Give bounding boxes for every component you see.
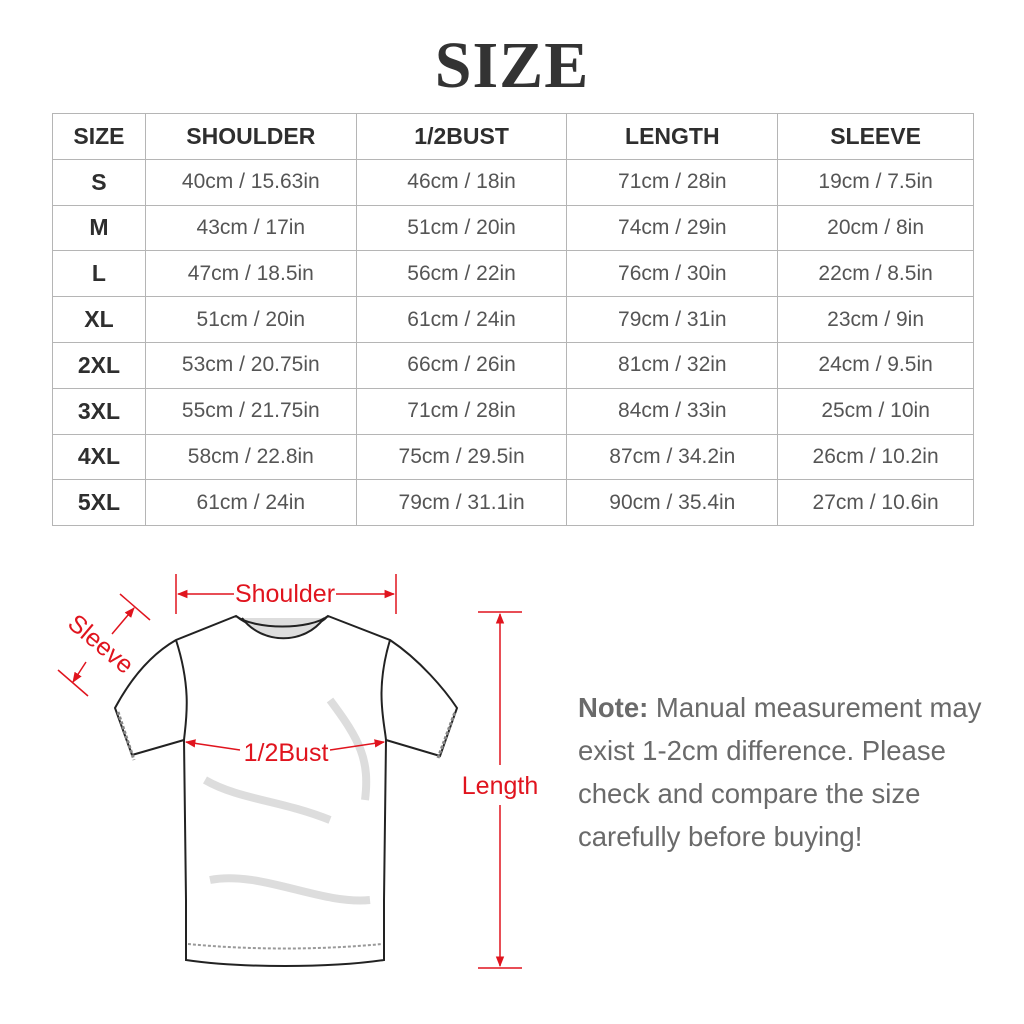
note-text: Manual measurement may exist 1-2cm diffe…	[578, 692, 982, 852]
measurement-cell: 53cm / 20.75in	[144, 341, 357, 389]
bust-measure: 1/2Bust	[184, 739, 386, 767]
table-row: 3XL 55cm / 21.75in 71cm / 28in 84cm / 33in 2…	[52, 387, 974, 435]
measurement-cell: 27cm / 10.6in	[777, 479, 974, 527]
shoulder-label: Shoulder	[235, 580, 335, 608]
measurement-cell: 87cm / 34.2in	[566, 433, 779, 481]
sleeve-label: Sleeve	[62, 609, 139, 680]
note: Note: Manual measurement may exist 1-2cm…	[578, 686, 998, 858]
measurement-cell: 56cm / 22in	[355, 250, 568, 298]
measurement-cell: 26cm / 10.2in	[777, 433, 974, 481]
table-row: S 40cm / 15.63in 46cm / 18in 71cm / 28in 19c…	[52, 158, 974, 206]
size-cell: 5XL	[52, 479, 146, 527]
size-cell: S	[52, 158, 146, 206]
measurement-cell: 61cm / 24in	[144, 479, 357, 527]
size-cell: L	[52, 250, 146, 298]
measurement-cell: 23cm / 9in	[777, 296, 974, 343]
measurement-cell: 81cm / 32in	[566, 341, 779, 389]
measurement-cell: 55cm / 21.75in	[144, 387, 357, 435]
measurement-cell: 20cm / 8in	[777, 204, 974, 252]
column-header: SLEEVE	[777, 113, 974, 160]
size-cell: XL	[52, 296, 146, 343]
measurement-cell: 25cm / 10in	[777, 387, 974, 435]
measurement-cell: 84cm / 33in	[566, 387, 779, 435]
length-label: Length	[462, 772, 538, 800]
measurement-cell: 19cm / 7.5in	[777, 158, 974, 206]
measurement-cell: 47cm / 18.5in	[144, 250, 357, 298]
note-label: Note:	[578, 692, 649, 723]
measurement-cell: 51cm / 20in	[144, 296, 357, 343]
measurement-cell: 71cm / 28in	[566, 158, 779, 206]
size-table: SIZE SHOULDER 1/2BUST LENGTH SLEEVE S 40cm / …	[52, 113, 974, 527]
measurement-cell: 51cm / 20in	[355, 204, 568, 252]
column-header: LENGTH	[566, 113, 779, 160]
size-cell: 4XL	[52, 433, 146, 481]
measurement-cell: 76cm / 30in	[566, 250, 779, 298]
measurement-cell: 74cm / 29in	[566, 204, 779, 252]
table-row: XL 51cm / 20in 61cm / 24in 79cm / 31in 23cm …	[52, 296, 974, 343]
bust-label: 1/2Bust	[244, 739, 329, 767]
tshirt-illustration	[113, 614, 459, 967]
measurement-cell: 71cm / 28in	[355, 387, 568, 435]
measurement-cell: 24cm / 9.5in	[777, 341, 974, 389]
table-row: 4XL 58cm / 22.8in 75cm / 29.5in 87cm / 34.2…	[52, 433, 974, 481]
measurement-cell: 22cm / 8.5in	[777, 250, 974, 298]
measurement-cell: 75cm / 29.5in	[355, 433, 568, 481]
table-row: L 47cm / 18.5in 56cm / 22in 76cm / 30in 22cm…	[52, 250, 974, 298]
table-row: 2XL 53cm / 20.75in 66cm / 26in 81cm / 32in 2…	[52, 341, 974, 389]
measurement-cell: 43cm / 17in	[144, 204, 357, 252]
measurement-cell: 40cm / 15.63in	[144, 158, 357, 206]
table-header-row: SIZE SHOULDER 1/2BUST LENGTH SLEEVE	[52, 113, 974, 160]
shoulder-measure: Shoulder	[175, 574, 397, 614]
page-title: SIZE	[434, 29, 590, 102]
column-header: 1/2BUST	[355, 113, 568, 160]
measurement-cell: 90cm / 35.4in	[566, 479, 779, 527]
column-header: SIZE	[52, 113, 146, 160]
measurement-cell: 58cm / 22.8in	[144, 433, 357, 481]
table-row: M 43cm / 17in 51cm / 20in 74cm / 29in 20cm /…	[52, 204, 974, 252]
length-measure: Length	[462, 611, 538, 969]
measurement-cell: 46cm / 18in	[355, 158, 568, 206]
measurement-cell: 79cm / 31in	[566, 296, 779, 343]
measurement-cell: 66cm / 26in	[355, 341, 568, 389]
table-row: 5XL 61cm / 24in 79cm / 31.1in 90cm / 35.4in…	[52, 479, 974, 527]
measurement-cell: 79cm / 31.1in	[355, 479, 568, 527]
size-cell: 3XL	[52, 387, 146, 435]
